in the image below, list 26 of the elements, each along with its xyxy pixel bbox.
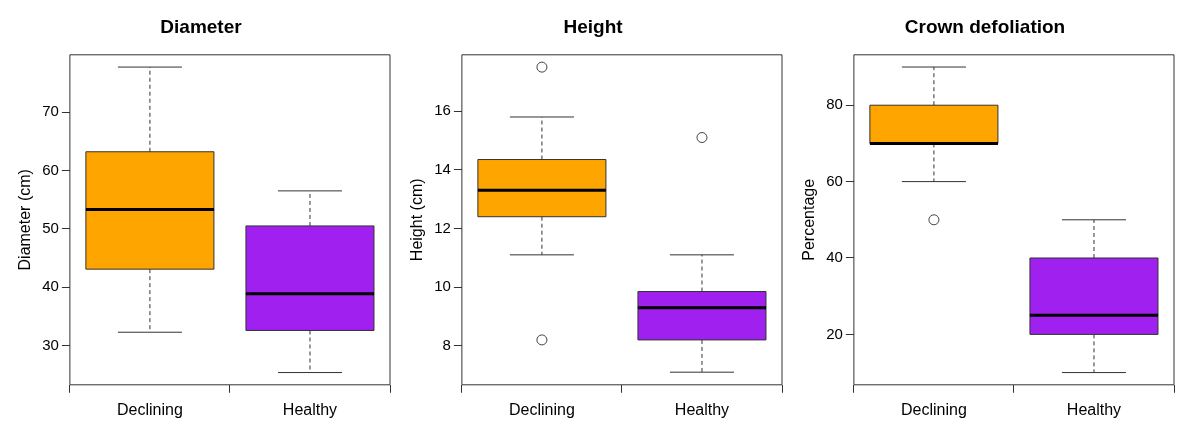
x-tick-label: Healthy: [1066, 400, 1122, 418]
x-tick-label: Healthy: [282, 400, 338, 418]
y-tick-label: 8: [442, 335, 451, 353]
y-tick-label: 30: [42, 335, 59, 353]
y-tick-label: 10: [434, 277, 451, 295]
y-tick-label: 40: [826, 248, 843, 266]
y-tick-label: 50: [42, 218, 59, 236]
y-tick-label: 20: [826, 324, 843, 342]
x-tick-label: Declining: [509, 400, 575, 418]
x-tick-label: Healthy: [674, 400, 730, 418]
y-tick-label: 16: [434, 101, 451, 119]
y-tick-label: 70: [42, 102, 59, 120]
y-tick-label: 40: [42, 277, 59, 295]
chart-title: Diameter: [160, 15, 243, 37]
chart-title: Height: [563, 15, 624, 37]
y-tick-label: 14: [434, 159, 451, 177]
y-tick-label: 12: [434, 218, 451, 236]
chart-title: Crown defoliation: [904, 15, 1066, 37]
y-tick-label: 60: [826, 171, 843, 189]
x-tick-label: Declining: [901, 400, 967, 418]
y-tick-label: 60: [42, 160, 59, 178]
y-axis-title: Height (cm): [408, 178, 426, 262]
y-axis-title: Percentage: [800, 178, 818, 261]
y-tick-label: 80: [826, 95, 843, 113]
y-axis-title: Diameter (cm): [16, 169, 34, 271]
x-tick-label: Declining: [117, 400, 183, 418]
